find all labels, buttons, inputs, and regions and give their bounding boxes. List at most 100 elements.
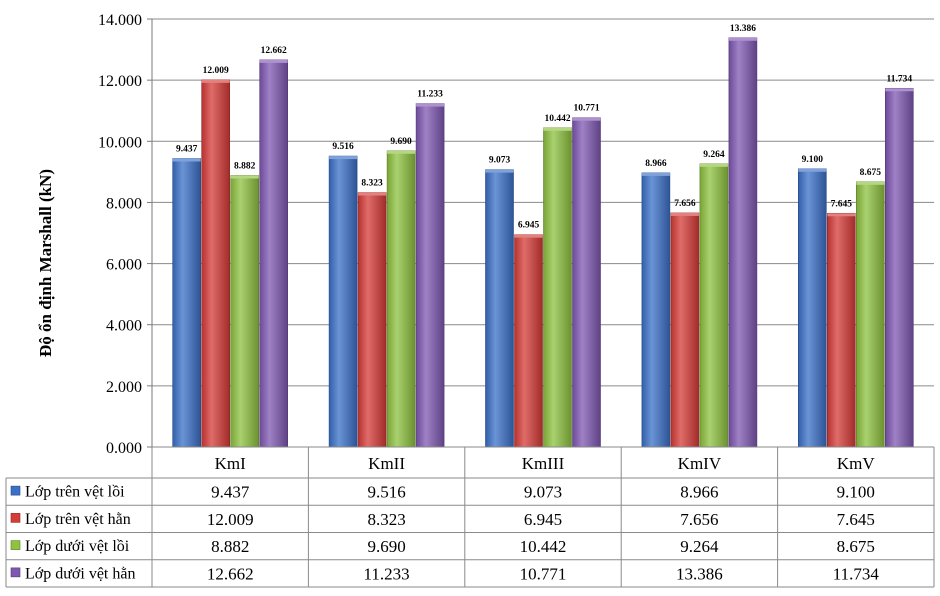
legend-key — [10, 567, 21, 578]
table-cell: 12.009 — [207, 510, 254, 529]
category-label: KmIII — [522, 454, 565, 473]
bar — [230, 175, 259, 448]
y-axis-label: Độ ổn định Marshall (kN) — [36, 169, 55, 357]
y-tick-label: 2.000 — [106, 379, 142, 396]
bar-top — [387, 150, 416, 154]
bar — [855, 181, 885, 448]
bar — [884, 87, 914, 448]
bar — [699, 163, 729, 448]
series-name: Lớp trên vệt lồi — [25, 484, 125, 501]
data-label: 7.645 — [831, 199, 853, 209]
y-tick-label: 10.000 — [98, 134, 142, 151]
data-label: 12.662 — [261, 46, 287, 56]
data-label: 8.323 — [361, 179, 383, 189]
y-tick-label: 0.000 — [106, 440, 142, 457]
bar — [201, 79, 230, 448]
bar-top — [827, 213, 856, 217]
data-label: 9.264 — [703, 150, 725, 160]
bar — [797, 168, 827, 448]
category-label: KmIV — [678, 454, 722, 473]
bar-top — [259, 59, 288, 63]
table-cell: 8.882 — [211, 537, 249, 556]
bar-top — [172, 158, 201, 162]
data-label: 10.771 — [573, 104, 599, 114]
bar-top — [641, 172, 670, 176]
bar — [357, 192, 387, 448]
table-cell: 6.945 — [524, 510, 562, 529]
bar — [514, 234, 543, 448]
table-cell: 12.662 — [207, 564, 254, 583]
table-cell: 8.323 — [367, 510, 405, 529]
bar — [172, 158, 201, 448]
bar — [415, 103, 445, 448]
data-label: 7.656 — [674, 199, 696, 209]
series-name: Lớp dưới vệt hằn — [25, 565, 135, 582]
data-label: 9.073 — [489, 156, 511, 166]
table-cell: 8.966 — [680, 483, 718, 502]
bar-top — [201, 79, 230, 83]
data-label: 13.386 — [730, 24, 756, 34]
bar-top — [358, 192, 387, 196]
bar — [572, 117, 601, 448]
table-cell: 11.233 — [364, 564, 410, 583]
y-tick-label: 14.000 — [98, 12, 142, 29]
bar — [641, 172, 671, 448]
data-label: 11.734 — [886, 74, 912, 84]
legend-key — [10, 540, 21, 550]
data-label: 8.882 — [234, 161, 256, 171]
bar-top — [572, 117, 601, 121]
table-cell: 10.442 — [520, 537, 567, 556]
data-table: KmI KmII KmIII KmIV KmV Lớp trên vệt lồi 9.437… — [5, 446, 935, 588]
bar-top — [230, 175, 259, 179]
table-cell: 9.073 — [524, 483, 562, 502]
bar-top — [329, 156, 358, 160]
table-cell: 9.690 — [367, 537, 405, 556]
y-tick-label: 8.000 — [106, 195, 142, 212]
data-label: 6.945 — [518, 221, 540, 231]
series-name: Lớp trên vệt hằn — [25, 511, 131, 528]
table-cell: 7.656 — [680, 510, 718, 529]
bar — [259, 59, 289, 448]
table-cell: 10.771 — [520, 564, 567, 583]
table-cell: 11.734 — [833, 564, 880, 583]
table-cell: 9.100 — [837, 483, 875, 502]
bar-top — [670, 212, 699, 216]
y-tick-label: 12.000 — [98, 73, 142, 90]
bar — [670, 212, 700, 448]
table-cell: 9.516 — [367, 483, 405, 502]
bar — [543, 127, 572, 448]
legend-key — [10, 485, 21, 496]
data-label: 9.437 — [176, 144, 198, 154]
bar — [826, 212, 856, 448]
data-label: 9.690 — [390, 137, 412, 147]
legend-key — [10, 513, 21, 523]
data-label: 12.009 — [203, 66, 229, 76]
y-tick-label: 4.000 — [106, 318, 142, 335]
category-label: KmV — [837, 454, 876, 473]
bar — [328, 155, 358, 448]
table-cell: 7.645 — [837, 510, 875, 529]
bar-top — [856, 181, 885, 185]
bar — [728, 37, 758, 448]
bar-top — [699, 163, 728, 167]
series-name: Lớp dưới vệt lồi — [25, 538, 130, 555]
data-label: 8.966 — [645, 159, 667, 169]
category-label: KmII — [368, 454, 405, 473]
bar-top — [543, 127, 572, 131]
bar-top — [798, 168, 827, 172]
data-label: 11.233 — [417, 90, 443, 100]
y-tick-label: 6.000 — [106, 257, 142, 274]
table-cell: 9.264 — [680, 537, 719, 556]
bar-top — [416, 103, 445, 107]
data-label: 9.516 — [332, 142, 354, 152]
bar — [386, 150, 416, 448]
data-label: 10.442 — [544, 114, 570, 124]
table-cell: 13.386 — [676, 564, 723, 583]
data-label: 9.100 — [802, 155, 824, 165]
bar-top — [885, 88, 914, 92]
bar — [485, 169, 514, 448]
data-label: 8.675 — [860, 168, 882, 178]
table-cell: 9.437 — [211, 483, 250, 502]
bar-top — [485, 169, 514, 173]
